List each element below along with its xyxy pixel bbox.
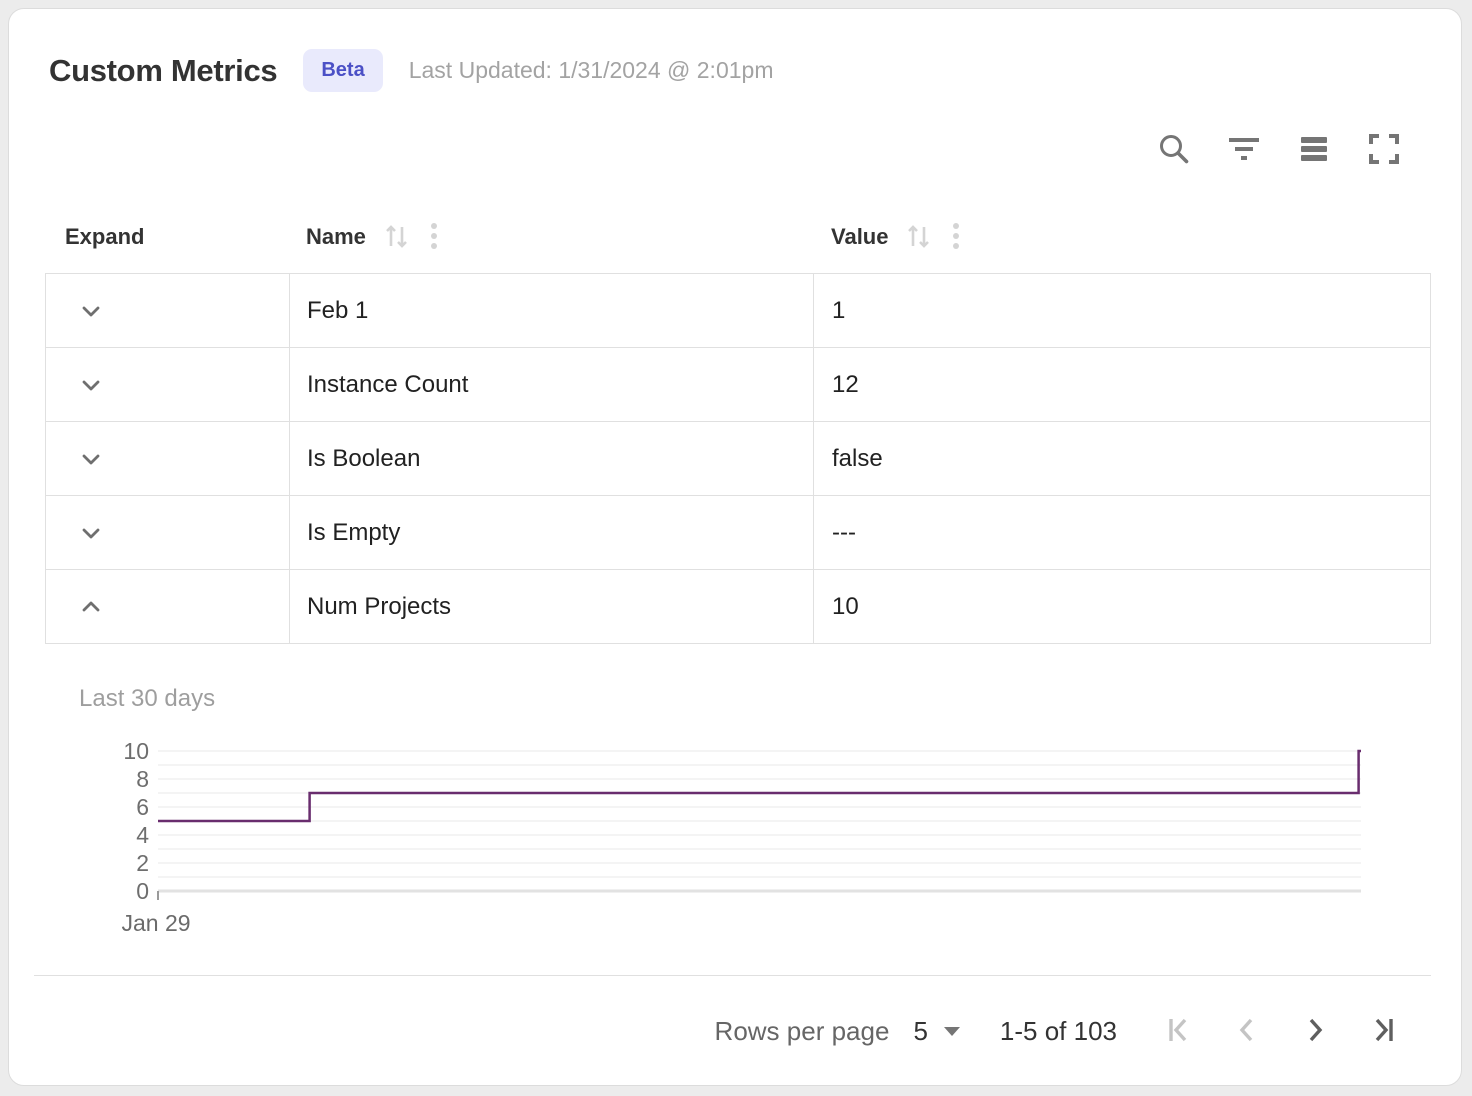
chevron-down-icon <box>77 519 105 547</box>
metric-value: --- <box>832 518 856 546</box>
svg-text:2: 2 <box>136 850 149 876</box>
search-button[interactable] <box>1157 132 1191 166</box>
chart-title: Last 30 days <box>79 685 216 712</box>
first-page-button[interactable] <box>1157 1009 1201 1053</box>
table-row: Num Projects 10 <box>46 570 1430 644</box>
table-row: Instance Count 12 <box>46 348 1430 422</box>
previous-page-button[interactable] <box>1225 1009 1269 1053</box>
metric-value: 1 <box>832 296 846 324</box>
pagination-range-label: 1-5 of 103 <box>999 1015 1117 1046</box>
beta-badge: Beta <box>303 49 383 92</box>
first-page-icon <box>1164 1015 1194 1048</box>
sparkline-chart: 0 2 4 6 8 10 Jan 29 <box>101 738 1381 951</box>
header: Custom Metrics Beta Last Updated: 1/31/2… <box>49 49 773 92</box>
expand-row-button[interactable] <box>76 370 106 400</box>
chevron-down-icon <box>77 371 105 399</box>
svg-text:Jan 29: Jan 29 <box>121 910 190 936</box>
grid-toolbar <box>1157 132 1401 166</box>
chevron-right-icon <box>1300 1015 1330 1048</box>
collapse-row-button[interactable] <box>76 592 106 622</box>
rows-per-page-label: Rows per page <box>714 1015 890 1046</box>
sort-arrows-icon <box>904 221 934 254</box>
column-menu-value-button[interactable] <box>952 222 960 253</box>
chevron-left-icon <box>1232 1015 1262 1048</box>
metric-name: Instance Count <box>307 370 469 398</box>
metric-name: Feb 1 <box>307 296 369 324</box>
sort-value-button[interactable] <box>904 221 934 254</box>
sort-arrows-icon <box>382 221 412 254</box>
kebab-menu-icon <box>430 222 438 253</box>
dropdown-caret-icon <box>943 1026 960 1036</box>
column-header-expand: Expand <box>65 224 145 249</box>
rows-per-page-value: 5 <box>913 1015 928 1046</box>
chevron-down-icon <box>77 297 105 325</box>
metric-name: Num Projects <box>307 592 452 620</box>
search-icon <box>1157 132 1191 166</box>
filter-button[interactable] <box>1227 132 1261 166</box>
table-body: Feb 1 1 Instance Count 12 <box>45 273 1431 644</box>
expand-row-button[interactable] <box>76 518 106 548</box>
svg-text:0: 0 <box>136 878 149 904</box>
expand-row-button[interactable] <box>76 444 106 474</box>
kebab-menu-icon <box>952 222 960 253</box>
filter-icon <box>1227 132 1261 166</box>
page-title: Custom Metrics <box>49 52 278 88</box>
table-row: Is Empty --- <box>46 496 1430 570</box>
metric-value: 12 <box>832 370 859 398</box>
next-page-button[interactable] <box>1293 1009 1337 1053</box>
chevron-up-icon <box>77 593 105 621</box>
last-updated-text: Last Updated: 1/31/2024 @ 2:01pm <box>408 57 774 83</box>
svg-text:4: 4 <box>136 822 149 848</box>
svg-text:6: 6 <box>136 794 149 820</box>
column-header-name: Name <box>306 224 366 249</box>
metric-name: Is Empty <box>307 518 401 546</box>
column-menu-name-button[interactable] <box>430 222 438 253</box>
fullscreen-button[interactable] <box>1367 132 1401 166</box>
last-page-button[interactable] <box>1361 1009 1405 1053</box>
sort-name-button[interactable] <box>382 221 412 254</box>
table-row: Is Boolean false <box>46 422 1430 496</box>
density-button[interactable] <box>1297 132 1331 166</box>
svg-text:10: 10 <box>123 741 149 764</box>
table-row: Feb 1 1 <box>46 274 1430 348</box>
metrics-table: Expand Name <box>45 201 1431 644</box>
last-page-icon <box>1368 1015 1398 1048</box>
metric-value: 10 <box>832 592 859 620</box>
custom-metrics-card: Custom Metrics Beta Last Updated: 1/31/2… <box>8 8 1462 1086</box>
rows-per-page-select[interactable]: 5 <box>913 1015 960 1047</box>
metric-value: false <box>832 444 883 472</box>
density-icon <box>1297 132 1331 166</box>
metric-name: Is Boolean <box>307 444 421 472</box>
fullscreen-icon <box>1367 132 1401 166</box>
table-footer: Rows per page 5 1-5 of 103 <box>34 975 1431 1086</box>
column-header-value: Value <box>831 224 889 249</box>
chevron-down-icon <box>77 445 105 473</box>
table-header-row: Expand Name <box>45 201 1431 273</box>
svg-text:8: 8 <box>136 766 149 792</box>
expand-row-button[interactable] <box>76 296 106 326</box>
